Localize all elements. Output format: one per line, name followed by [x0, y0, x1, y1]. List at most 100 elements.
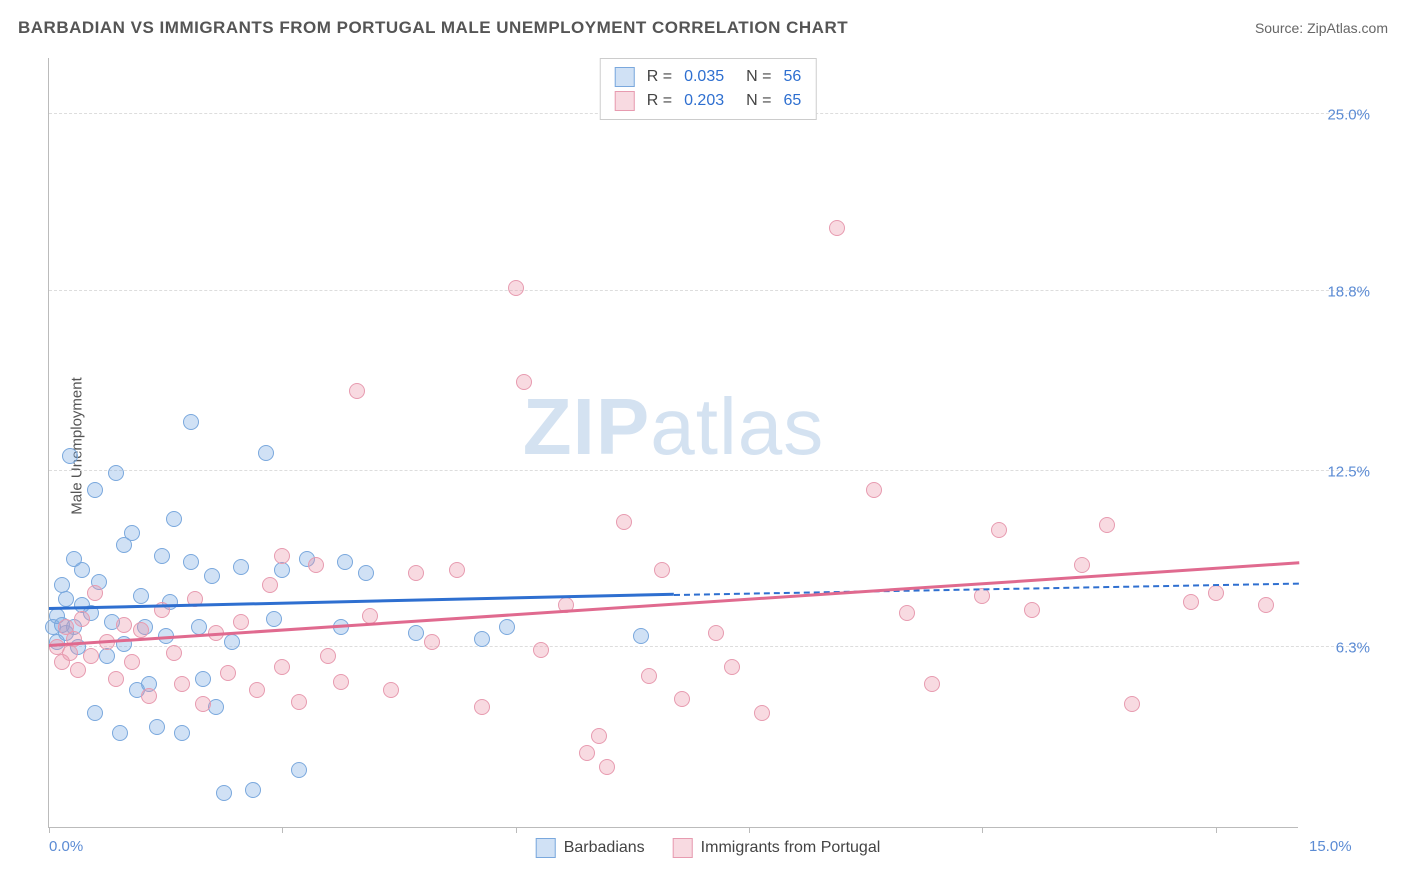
data-point [133, 588, 149, 604]
data-point [499, 619, 515, 635]
chart-title: BARBADIAN VS IMMIGRANTS FROM PORTUGAL MA… [18, 18, 848, 38]
source-label: Source: ZipAtlas.com [1255, 20, 1388, 36]
data-point [320, 648, 336, 664]
data-point [183, 414, 199, 430]
data-point [224, 634, 240, 650]
data-point [991, 522, 1007, 538]
data-point [599, 759, 615, 775]
data-point [204, 568, 220, 584]
stats-row: R = 0.203N = 65 [615, 89, 802, 113]
data-point [141, 688, 157, 704]
data-point [262, 577, 278, 593]
data-point [233, 614, 249, 630]
y-tick-label: 18.8% [1310, 283, 1370, 300]
data-point [641, 668, 657, 684]
data-point [899, 605, 915, 621]
data-point [249, 682, 265, 698]
data-point [108, 465, 124, 481]
data-point [708, 625, 724, 641]
watermark-light: atlas [650, 382, 824, 471]
legend-item: Immigrants from Portugal [673, 838, 881, 858]
legend-swatch [673, 838, 693, 858]
data-point [274, 548, 290, 564]
data-point [449, 562, 465, 578]
data-point [174, 676, 190, 692]
data-point [754, 705, 770, 721]
title-bar: BARBADIAN VS IMMIGRANTS FROM PORTUGAL MA… [18, 18, 1388, 38]
data-point [116, 617, 132, 633]
stat-r-label: R = [647, 68, 672, 86]
data-point [866, 482, 882, 498]
stat-n-value: 65 [783, 92, 801, 110]
gridline [49, 470, 1369, 471]
x-tick [282, 827, 283, 833]
data-point [408, 625, 424, 641]
data-point [183, 554, 199, 570]
data-point [291, 694, 307, 710]
gridline [49, 646, 1369, 647]
data-point [591, 728, 607, 744]
data-point [1124, 696, 1140, 712]
data-point [87, 585, 103, 601]
data-point [87, 705, 103, 721]
data-point [149, 719, 165, 735]
stat-r-value: 0.203 [684, 92, 724, 110]
y-tick-label: 25.0% [1310, 107, 1370, 124]
data-point [1208, 585, 1224, 601]
data-point [579, 745, 595, 761]
x-tick [49, 827, 50, 833]
stat-r-value: 0.035 [684, 68, 724, 86]
data-point [62, 645, 78, 661]
series-swatch [615, 67, 635, 87]
y-tick-label: 6.3% [1310, 640, 1370, 657]
data-point [508, 280, 524, 296]
data-point [112, 725, 128, 741]
data-point [333, 674, 349, 690]
data-point [133, 622, 149, 638]
data-point [358, 565, 374, 581]
data-point [124, 525, 140, 541]
data-point [424, 634, 440, 650]
data-point [166, 645, 182, 661]
data-point [266, 611, 282, 627]
data-point [924, 676, 940, 692]
data-point [337, 554, 353, 570]
data-point [408, 565, 424, 581]
data-point [516, 374, 532, 390]
data-point [829, 220, 845, 236]
data-point [274, 562, 290, 578]
chart-plot: ZIPatlas 0.0%15.0% R = 0.035N = 56R = 0.… [48, 58, 1368, 828]
data-point [1183, 594, 1199, 610]
data-point [166, 511, 182, 527]
data-point [124, 654, 140, 670]
data-point [1024, 602, 1040, 618]
legend-item: Barbadians [536, 838, 645, 858]
data-point [474, 631, 490, 647]
x-tick [1216, 827, 1217, 833]
data-point [216, 785, 232, 801]
data-point [724, 659, 740, 675]
x-tick [982, 827, 983, 833]
data-point [633, 628, 649, 644]
data-point [58, 591, 74, 607]
y-tick-label: 12.5% [1310, 463, 1370, 480]
data-point [83, 648, 99, 664]
legend-swatch [536, 838, 556, 858]
data-point [62, 448, 78, 464]
source-prefix: Source: [1255, 20, 1307, 36]
data-point [349, 383, 365, 399]
data-point [383, 682, 399, 698]
data-point [195, 696, 211, 712]
data-point [70, 662, 86, 678]
data-point [291, 762, 307, 778]
data-point [616, 514, 632, 530]
stat-n-value: 56 [783, 68, 801, 86]
source-name: ZipAtlas.com [1307, 20, 1388, 36]
data-point [274, 659, 290, 675]
data-point [1074, 557, 1090, 573]
stats-legend-box: R = 0.035N = 56R = 0.203N = 65 [600, 58, 817, 120]
x-max-label: 15.0% [1309, 838, 1368, 855]
data-point [174, 725, 190, 741]
data-point [258, 445, 274, 461]
x-tick [516, 827, 517, 833]
